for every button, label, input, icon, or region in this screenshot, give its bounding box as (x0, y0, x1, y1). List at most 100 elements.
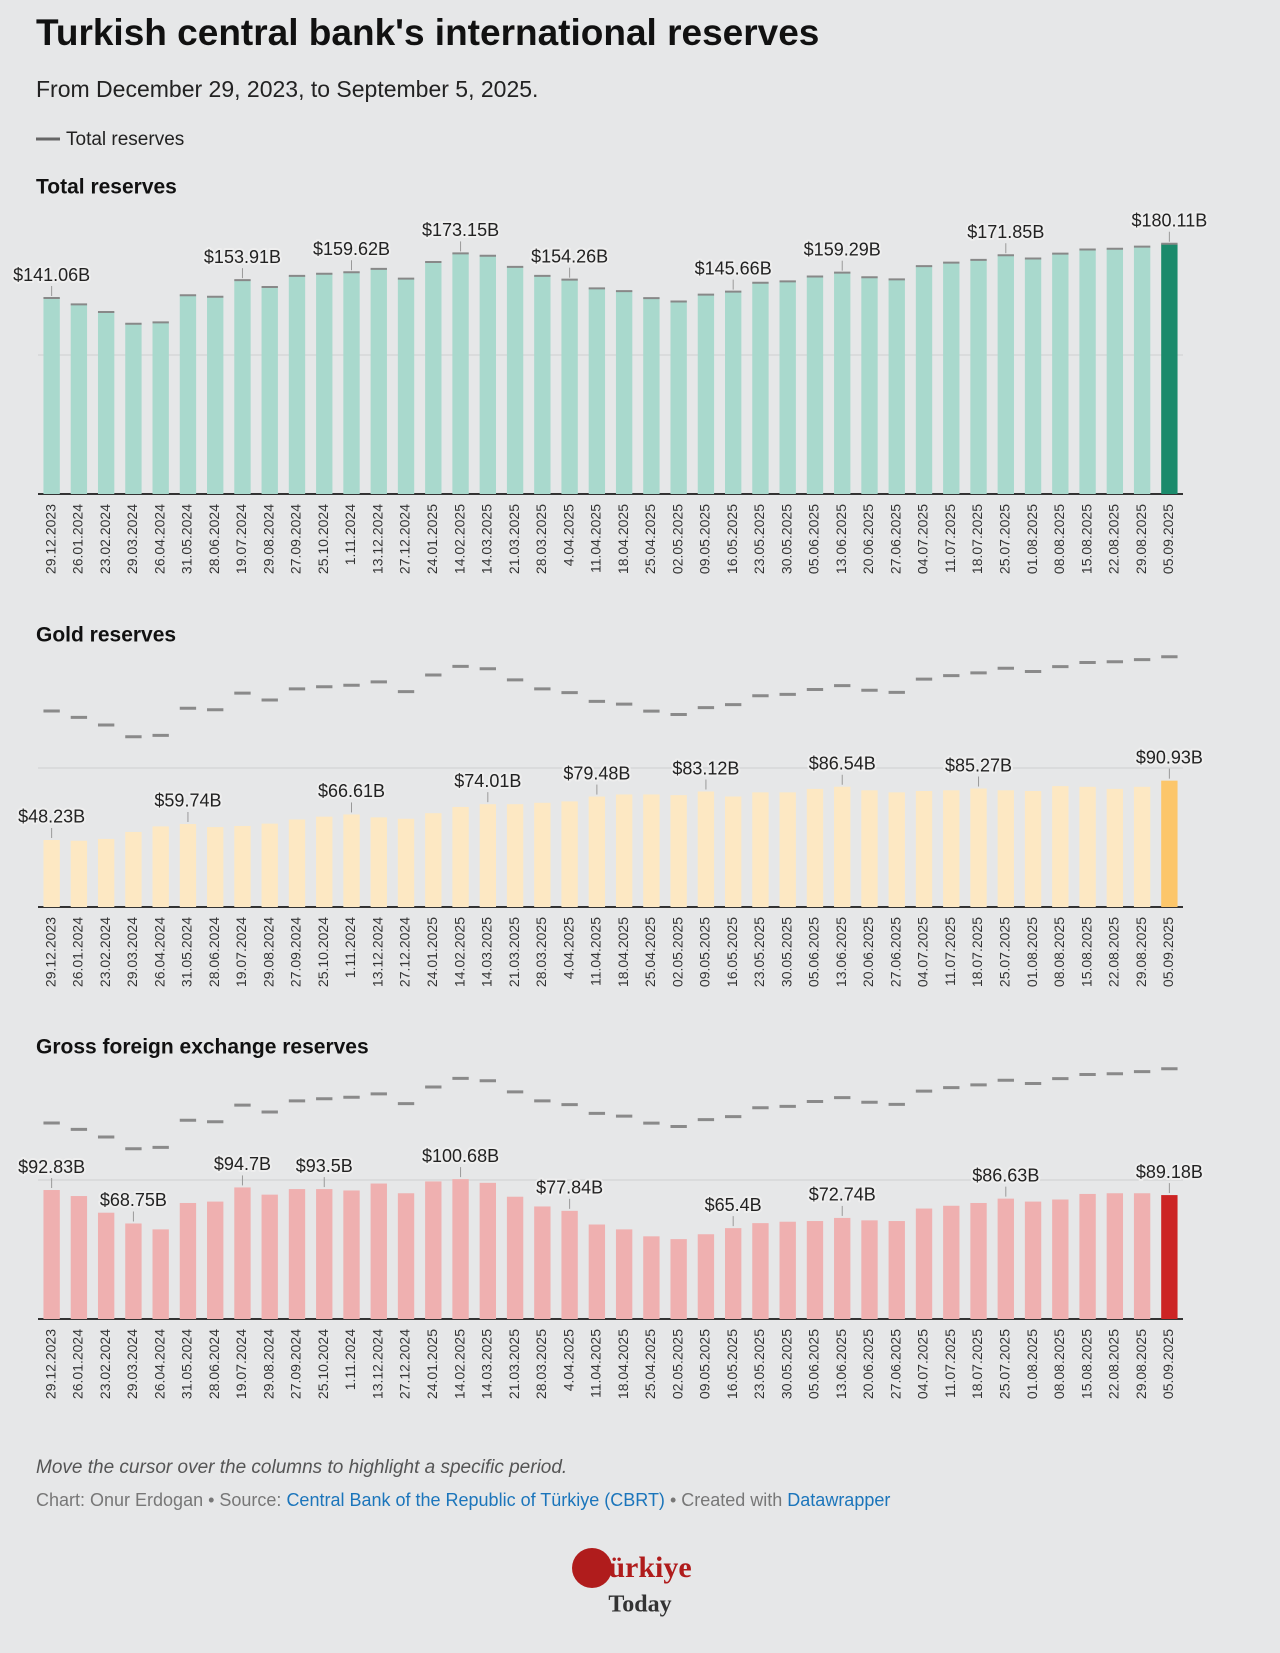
chart-title: Turkish central bank's international res… (36, 12, 819, 53)
bar (588, 288, 606, 494)
x-tick-label: 1.11.2024 (342, 504, 358, 565)
value-label: $85.27B (945, 755, 1012, 775)
bar (888, 1221, 905, 1319)
value-label: $171.85B (967, 222, 1044, 242)
bar (207, 1201, 224, 1319)
x-tick-label: 26.01.2024 (70, 1329, 86, 1399)
x-tick-label: 15.08.2025 (1078, 917, 1094, 987)
x-tick-label: 1.11.2024 (342, 917, 358, 978)
x-tick-label: 25.04.2025 (642, 504, 658, 574)
bar (97, 1212, 115, 1319)
x-tick-label: 28.06.2024 (206, 504, 222, 574)
tool-link[interactable]: Datawrapper (787, 1490, 890, 1510)
x-tick-label: 24.01.2025 (424, 1329, 440, 1399)
x-tick-label: 30.05.2025 (778, 917, 794, 987)
bar (534, 802, 551, 907)
x-tick-label: 21.03.2025 (506, 504, 522, 574)
bar (207, 827, 224, 907)
bar (234, 280, 251, 494)
bar (970, 788, 987, 907)
x-tick-label: 20.06.2025 (860, 504, 876, 574)
x-tick-label: 23.05.2025 (751, 1329, 767, 1399)
x-tick-label: 4.04.2025 (560, 917, 576, 979)
bar (779, 792, 796, 907)
bar (234, 1187, 251, 1319)
value-label: $141.06B (13, 265, 90, 285)
bar (943, 790, 960, 907)
bar (915, 266, 933, 494)
x-tick-label: 05.06.2025 (806, 917, 822, 987)
x-tick-label: 15.08.2025 (1078, 1329, 1094, 1399)
value-label: $159.62B (313, 239, 390, 259)
bar (1133, 1193, 1151, 1319)
bar (806, 276, 824, 494)
x-tick-label: 23.05.2025 (751, 917, 767, 987)
bar (861, 790, 878, 907)
bar (97, 311, 115, 494)
x-tick-label: 11.07.2025 (942, 1329, 958, 1398)
value-label: $66.61B (318, 781, 385, 801)
x-tick-label: 09.05.2025 (697, 1329, 713, 1399)
x-tick-label: 29.08.2025 (1133, 917, 1149, 987)
bar (643, 794, 660, 907)
panel-title: Gold reserves (36, 624, 176, 647)
x-tick-label: 02.05.2025 (669, 917, 685, 987)
x-tick-label: 05.09.2025 (1160, 917, 1176, 987)
x-tick-label: 08.08.2025 (1051, 504, 1067, 574)
x-tick-label: 26.04.2024 (151, 504, 167, 574)
bar (43, 839, 60, 907)
x-tick-label: 13.12.2024 (369, 504, 385, 574)
x-tick-label: 29.08.2024 (260, 504, 276, 574)
logo-mark (572, 1548, 612, 1588)
x-tick-label: 13.06.2025 (833, 917, 849, 987)
x-tick-label: 27.12.2024 (397, 504, 413, 574)
bar (725, 1228, 742, 1319)
x-tick-label: 13.12.2024 (369, 1329, 385, 1399)
bar (915, 1208, 933, 1319)
x-tick-label: 27.06.2025 (887, 917, 903, 987)
x-tick-label: 01.08.2025 (1024, 917, 1040, 987)
bar (725, 796, 742, 907)
x-tick-label: 29.08.2024 (260, 1329, 276, 1399)
bar (1161, 780, 1178, 907)
bar (1106, 788, 1124, 907)
bar (152, 322, 169, 494)
bar (343, 814, 360, 907)
value-label: $92.83B (18, 1157, 85, 1177)
x-tick-label: 23.05.2025 (751, 504, 767, 574)
value-label: $77.84B (536, 1178, 603, 1198)
bar (997, 255, 1014, 494)
bar (806, 1221, 824, 1319)
x-tick-label: 4.04.2025 (560, 504, 576, 566)
x-tick-label: 05.06.2025 (806, 1329, 822, 1399)
x-tick-label: 18.04.2025 (615, 504, 631, 574)
x-tick-label: 25.04.2025 (642, 1329, 658, 1399)
bar (643, 298, 660, 494)
source-link[interactable]: Central Bank of the Republic of Türkiye … (286, 1490, 665, 1510)
bar (615, 1229, 633, 1319)
x-tick-label: 1.11.2024 (342, 1329, 358, 1390)
x-tick-label: 27.06.2025 (887, 504, 903, 574)
bar (561, 1210, 578, 1319)
value-label: $173.15B (422, 220, 499, 240)
x-tick-label: 11.07.2025 (942, 917, 958, 986)
bar (97, 838, 115, 907)
x-tick-label: 18.07.2025 (969, 504, 985, 574)
x-tick-label: 13.06.2025 (833, 1329, 849, 1399)
bar (70, 1196, 88, 1319)
bar (834, 786, 851, 907)
value-label: $74.01B (454, 771, 521, 791)
bar (670, 795, 687, 907)
x-tick-label: 27.12.2024 (397, 1329, 413, 1399)
bar (1052, 1199, 1069, 1319)
x-tick-label: 30.05.2025 (778, 1329, 794, 1399)
bar (752, 792, 769, 907)
value-label: $86.63B (972, 1165, 1039, 1185)
x-tick-label: 25.10.2024 (315, 917, 331, 987)
bar (397, 1193, 415, 1319)
x-tick-label: 05.09.2025 (1160, 1329, 1176, 1399)
bar (179, 1202, 197, 1319)
x-tick-label: 4.04.2025 (560, 1329, 576, 1391)
bar (1106, 1193, 1124, 1319)
bar (425, 1181, 442, 1319)
